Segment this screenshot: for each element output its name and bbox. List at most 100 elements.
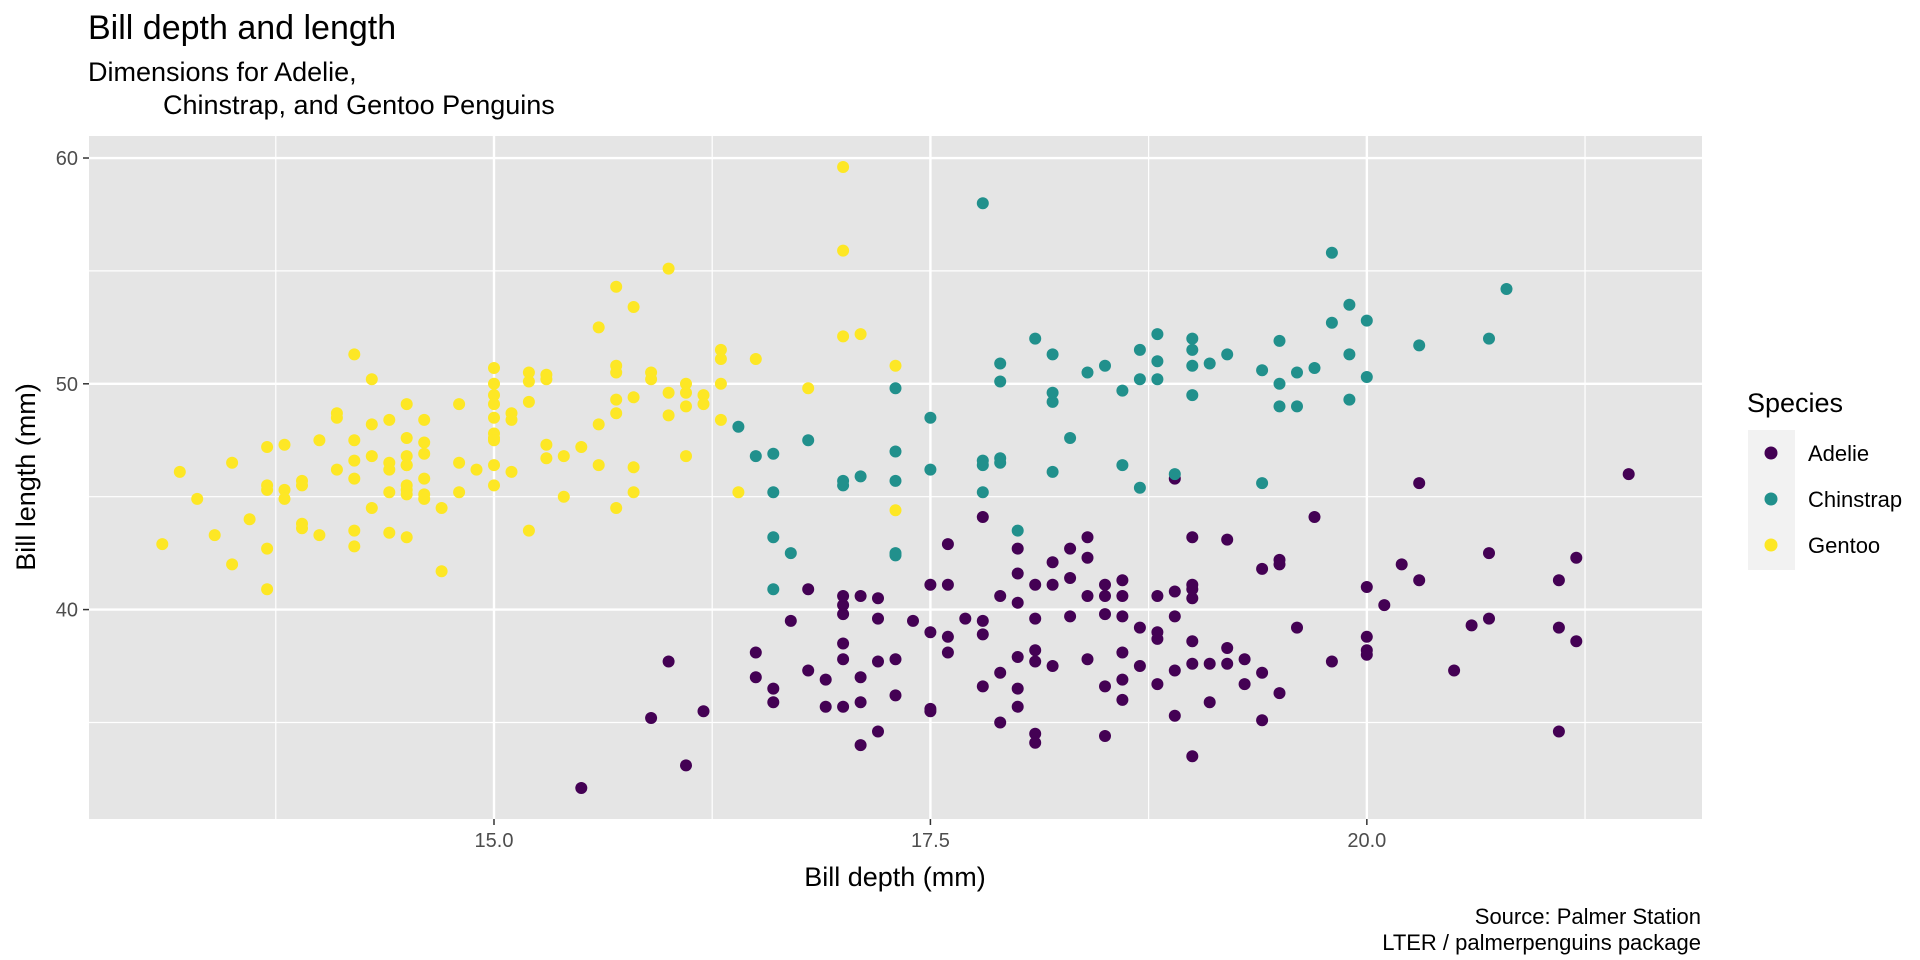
gentoo-point (488, 411, 500, 424)
adelie-point (1413, 574, 1426, 587)
adelie-point (1360, 581, 1373, 593)
gentoo-point (418, 447, 431, 460)
gentoo-point (488, 398, 500, 411)
chinstrap-point (837, 474, 850, 487)
gentoo-point (348, 524, 361, 537)
legend-label-gentoo: Gentoo (1808, 533, 1880, 558)
adelie-point (1011, 567, 1024, 580)
y-axis-ticks: 40 50 60 (56, 148, 89, 622)
gentoo-point (488, 377, 500, 390)
chinstrap-point (1325, 246, 1338, 259)
y-axis-title: Bill length (mm) (11, 383, 41, 571)
adelie-point (837, 599, 850, 612)
adelie-point (680, 759, 692, 772)
chinstrap-point (994, 375, 1007, 388)
x-tick-label: 20.0 (1347, 830, 1386, 852)
gentoo-point (714, 377, 727, 390)
adelie-point (889, 689, 902, 702)
adelie-point (889, 653, 902, 666)
gentoo-point (261, 542, 274, 555)
gentoo-point (627, 486, 640, 499)
gentoo-point (610, 502, 623, 514)
gentoo-point (889, 359, 902, 372)
gentoo-point (488, 389, 500, 402)
gentoo-point (627, 301, 640, 313)
gentoo-point (662, 409, 675, 422)
chinstrap-point (1256, 364, 1269, 377)
adelie-point (1151, 590, 1164, 602)
y-tick-label: 60 (56, 148, 78, 170)
gentoo-point (627, 391, 640, 404)
chinstrap-point (1483, 332, 1495, 345)
adelie-point (1552, 621, 1565, 634)
gentoo-point (435, 565, 448, 578)
adelie-point (1116, 610, 1129, 623)
adelie-point (1256, 562, 1269, 575)
adelie-point (1273, 687, 1286, 700)
caption-line-1: Source: Palmer Station (1475, 904, 1701, 929)
gentoo-point (330, 411, 343, 424)
minor-gridlines (89, 136, 1702, 819)
gentoo-point (348, 348, 361, 361)
adelie-point (1011, 682, 1024, 695)
major-gridlines (89, 136, 1702, 819)
adelie-point (907, 614, 919, 627)
adelie-point (1308, 511, 1321, 523)
gentoo-point (400, 450, 413, 463)
adelie-point (1203, 696, 1216, 709)
adelie-point (1029, 644, 1042, 657)
gentoo-point (488, 459, 500, 472)
chinstrap-point (1064, 432, 1077, 444)
adelie-point (1133, 621, 1146, 634)
adelie-point (941, 630, 954, 643)
chinstrap-point (1308, 362, 1321, 374)
gentoo-point (610, 407, 623, 420)
gentoo-point (173, 465, 186, 478)
gentoo-point (348, 472, 361, 485)
gentoo-point (837, 330, 850, 343)
gentoo-point (488, 479, 500, 492)
gentoo-point (261, 441, 274, 453)
adelie-point (1099, 590, 1111, 602)
gentoo-point (348, 540, 361, 553)
adelie-point (1465, 619, 1478, 632)
legend-title: Species (1747, 388, 1843, 418)
adelie-point (976, 628, 989, 641)
chinstrap-point (924, 411, 937, 424)
gentoo-point (365, 418, 378, 431)
chinstrap-point (1273, 334, 1286, 347)
adelie-point (959, 612, 972, 625)
gentoo-point (418, 413, 431, 426)
gentoo-point (540, 373, 553, 386)
adelie-point (1099, 608, 1111, 621)
chinstrap-point (1011, 524, 1024, 537)
chinstrap-point (1081, 366, 1094, 379)
chinstrap-point (1186, 359, 1199, 372)
y-tick-label: 50 (56, 374, 78, 396)
adelie-point (1186, 531, 1199, 544)
adelie-point (1029, 578, 1042, 591)
gentoo-point (522, 524, 535, 537)
chinstrap-point (767, 531, 780, 544)
adelie-point (662, 655, 675, 668)
adelie-point (872, 655, 884, 668)
adelie-point (837, 608, 850, 621)
gentoo-point (697, 398, 710, 411)
chinstrap-point (889, 547, 902, 560)
chart-subtitle-line-2: Chinstrap, and Gentoo Penguins (163, 90, 555, 120)
gentoo-point (488, 362, 500, 374)
gentoo-point (540, 438, 553, 451)
gentoo-point (313, 434, 326, 447)
adelie-point (1064, 572, 1077, 584)
chinstrap-point (802, 434, 815, 447)
chart-title: Bill depth and length (88, 9, 396, 47)
gentoo-point (732, 486, 745, 499)
gentoo-point (662, 262, 675, 275)
gentoo-point (453, 398, 466, 411)
adelie-point (1168, 610, 1181, 623)
gentoo-point (522, 395, 535, 408)
adelie-point (1186, 750, 1199, 763)
chinstrap-point (1186, 332, 1199, 345)
adelie-point (819, 673, 832, 686)
adelie-point (1238, 678, 1251, 691)
